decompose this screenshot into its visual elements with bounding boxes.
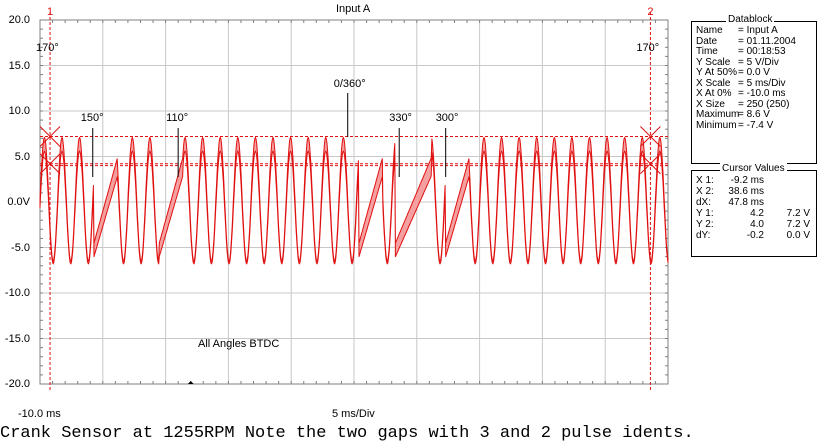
annotation-markers bbox=[92, 93, 447, 177]
y-tick-label: 10.0 bbox=[8, 105, 30, 117]
datablock-key: X At 0% bbox=[696, 88, 732, 99]
datablock-value: = 250 (250) bbox=[738, 98, 790, 110]
cursor-value-a: -0.2 bbox=[746, 230, 764, 241]
cursor-value-row: Y 2: 4.0 7.2 V bbox=[692, 219, 816, 230]
cursor-value-key: Y 1: bbox=[696, 208, 714, 219]
waveform-trace bbox=[39, 136, 669, 265]
cursor-value-row: Y 1: 4.2 7.2 V bbox=[692, 208, 816, 219]
y-tick-label: -15.0 bbox=[4, 333, 30, 345]
cursor-value-row: dX: 47.8 ms bbox=[692, 197, 816, 208]
angle-label: 0/360° bbox=[333, 78, 366, 90]
datablock-value: = -10.0 ms bbox=[738, 88, 786, 99]
angle-label: 300° bbox=[435, 112, 459, 124]
datablock-row: X Size = 250 (250) bbox=[692, 98, 816, 111]
datablock-value: = -7.4 V bbox=[738, 119, 774, 131]
annotation-note: All Angles BTDC bbox=[198, 338, 280, 350]
datablock-value: = 01.11.2004 bbox=[738, 35, 796, 47]
y-tick-label: 20.0 bbox=[8, 14, 30, 26]
datablock-row: Name = Input A bbox=[692, 25, 816, 37]
y-tick-label: -10.0 bbox=[4, 287, 30, 299]
cursor-cross-marker bbox=[640, 153, 661, 175]
datablock-panel: Datablock Name = Input A Date = 01.11.2004… bbox=[691, 14, 817, 164]
cursor-values-panel: Cursor Values X 1: -9.2 ms X 2: 38.6 ms dX… bbox=[691, 163, 817, 257]
datablock-row: Date = 01.11.2004 bbox=[692, 35, 816, 48]
datablock-key: Name bbox=[696, 25, 723, 36]
cursor-value-key: X 1: bbox=[696, 175, 714, 186]
x-start-label: -10.0 ms bbox=[18, 408, 61, 420]
cursor-value-b bbox=[764, 186, 810, 197]
datablock-key: Date bbox=[696, 35, 718, 47]
cursor-value-a: 47.8 ms bbox=[728, 197, 764, 208]
datablock-row: Maximum = 8.6 V bbox=[692, 109, 816, 121]
cursor-cross-marker bbox=[39, 153, 61, 175]
cursor-value-key: dX: bbox=[696, 197, 712, 208]
datablock-value: = Input A bbox=[738, 25, 778, 36]
datablock-key: Y Scale bbox=[696, 56, 731, 68]
datablock-row: Y Scale = 5 V/Div bbox=[692, 56, 816, 69]
cursor-value-b: 7.2 V bbox=[786, 208, 810, 219]
cursor-value-b bbox=[764, 197, 810, 208]
figure-caption: Crank Sensor at 1255RPM Note the two gap… bbox=[0, 424, 694, 443]
cursor-value-row: dY: -0.2 0.0 V bbox=[692, 230, 816, 241]
x-scale-label: 5 ms/Div bbox=[332, 408, 375, 420]
cursor-value-b: 7.2 V bbox=[786, 219, 810, 230]
datablock-row: Minimum = -7.4 V bbox=[692, 119, 816, 132]
cursor-2-label[interactable]: 2 bbox=[647, 6, 654, 18]
datablock-row: Time = 00:18:53 bbox=[692, 46, 816, 58]
cursor-value-a: -9.2 ms bbox=[730, 175, 764, 186]
y-tick-label: 0.0V bbox=[7, 196, 30, 208]
cursor-value-b: 0.0 V bbox=[786, 230, 810, 241]
datablock-title: Datablock bbox=[726, 14, 775, 25]
angle-label: 110° bbox=[166, 112, 189, 124]
cursor-value-key: dY: bbox=[696, 230, 711, 241]
datablock-row: X Scale = 5 ms/Div bbox=[692, 77, 816, 90]
cursor-value-row: X 2: 38.6 ms bbox=[692, 186, 816, 197]
datablock-value: = 00:18:53 bbox=[738, 46, 786, 57]
cursor-cross-marker bbox=[39, 126, 61, 147]
y-tick-label: 15.0 bbox=[8, 60, 30, 72]
cursor-lines bbox=[39, 12, 661, 392]
datablock-key: Maximum bbox=[696, 109, 740, 120]
cursor-value-b bbox=[764, 175, 810, 186]
datablock-row: X At 0% = -10.0 ms bbox=[692, 88, 816, 100]
cursor-value-row: X 1: -9.2 ms bbox=[692, 175, 816, 186]
datablock-key: Time bbox=[696, 46, 718, 57]
cursor-value-a: 4.0 bbox=[750, 219, 764, 230]
angle-label: 170° bbox=[636, 42, 660, 54]
cursor-value-a: 38.6 ms bbox=[728, 186, 764, 197]
cursor-value-a: 4.2 bbox=[750, 208, 764, 219]
cursor-1-label[interactable]: 1 bbox=[47, 6, 54, 18]
datablock-key: Y At 50% bbox=[696, 67, 737, 78]
datablock-key: X Size bbox=[696, 98, 725, 110]
plot-grid bbox=[39, 19, 669, 385]
datablock-value: = 0.0 V bbox=[738, 67, 770, 78]
cursor-value-key: X 2: bbox=[696, 186, 714, 197]
datablock-key: Minimum bbox=[696, 119, 737, 131]
datablock-key: X Scale bbox=[696, 77, 731, 89]
y-tick-label: -5.0 bbox=[11, 242, 30, 254]
trigger-marker-icon bbox=[187, 381, 194, 384]
angle-label: 150° bbox=[80, 112, 104, 124]
datablock-value: = 5 ms/Div bbox=[738, 77, 786, 89]
datablock-value: = 8.6 V bbox=[738, 109, 770, 120]
angle-label: 170° bbox=[36, 42, 59, 54]
waveform-series-a bbox=[39, 136, 669, 265]
cursor-values-title: Cursor Values bbox=[720, 163, 787, 174]
plot-title: Input A bbox=[336, 3, 371, 15]
datablock-row: Y At 50% = 0.0 V bbox=[692, 67, 816, 79]
datablock-value: = 5 V/Div bbox=[738, 56, 779, 68]
cursor-cross-marker bbox=[640, 126, 661, 147]
cursor-value-key: Y 2: bbox=[696, 219, 714, 230]
angle-label: 330° bbox=[389, 112, 412, 124]
y-tick-label: 5.0 bbox=[14, 151, 30, 163]
y-tick-label: -20.0 bbox=[4, 378, 30, 390]
